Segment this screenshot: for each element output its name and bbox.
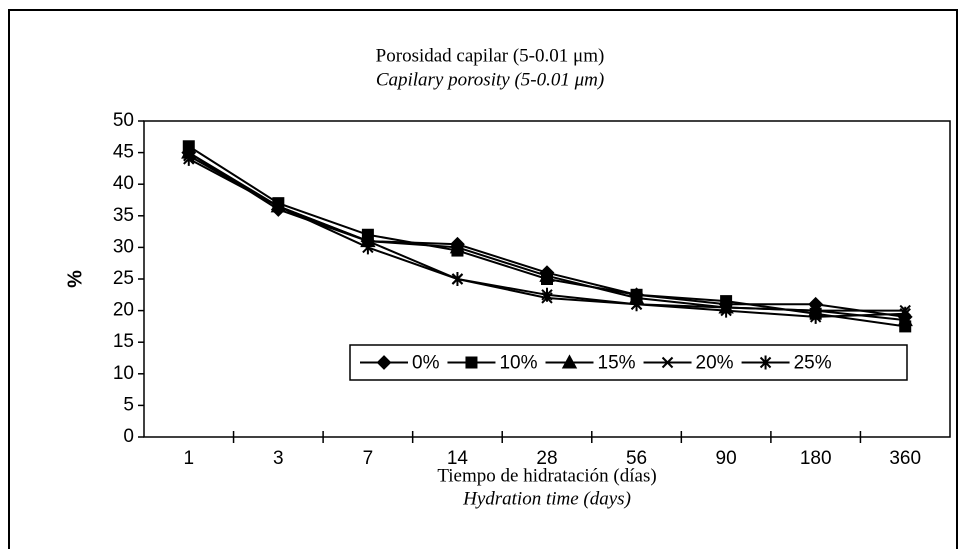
frame (8, 9, 958, 549)
y-tick-label: 30 (113, 236, 134, 257)
marker (899, 306, 911, 321)
marker (541, 287, 553, 302)
marker (661, 356, 674, 369)
marker (376, 355, 392, 370)
y-tick-label: 25 (113, 268, 134, 289)
marker (465, 356, 478, 369)
y-tick-label: 20 (113, 300, 134, 321)
y-tick-label: 5 (123, 394, 134, 415)
legend-label: 10% (499, 353, 537, 374)
marker (362, 240, 374, 255)
y-axis-label: % (64, 270, 86, 288)
marker (183, 151, 195, 166)
y-tick-label: 45 (113, 142, 134, 163)
marker (539, 267, 555, 282)
marker (449, 239, 466, 254)
x-tick-label: 28 (536, 448, 557, 469)
legend-label: 25% (794, 353, 832, 374)
x-tick-label: 3 (273, 448, 284, 469)
x-tick-label: 180 (800, 448, 832, 469)
y-tick-label: 40 (113, 173, 134, 194)
marker (809, 309, 822, 324)
x-axis-label-en: Hydration time (days) (462, 488, 631, 509)
marker (630, 297, 643, 312)
x-tick-label: 14 (447, 448, 469, 469)
y-tick-label: 15 (113, 331, 134, 352)
y-tick-label: 35 (113, 205, 134, 226)
marker (561, 354, 578, 369)
legend-label: 0% (412, 353, 440, 374)
x-tick-label: 7 (363, 448, 374, 469)
legend-label: 20% (696, 353, 734, 374)
marker (720, 303, 732, 318)
x-tick-label: 360 (889, 448, 921, 469)
marker (759, 355, 772, 370)
x-tick-label: 90 (716, 448, 737, 469)
x-axis-label: Tiempo de hidratación (días) (437, 465, 656, 486)
y-tick-label: 10 (113, 363, 134, 384)
marker (272, 199, 285, 214)
chart-title: Porosidad capilar (5-0.01 μm) (376, 45, 605, 66)
x-tick-label: 1 (183, 448, 194, 469)
legend-label: 15% (598, 353, 636, 374)
y-tick-label: 50 (113, 110, 134, 131)
marker (451, 272, 464, 286)
y-tick-label: 0 (123, 426, 134, 447)
x-tick-label: 56 (626, 448, 647, 469)
legend-box (349, 344, 908, 381)
series-line (188, 154, 906, 312)
chart-subtitle: Capilary porosity (5-0.01 μm) (376, 69, 604, 90)
